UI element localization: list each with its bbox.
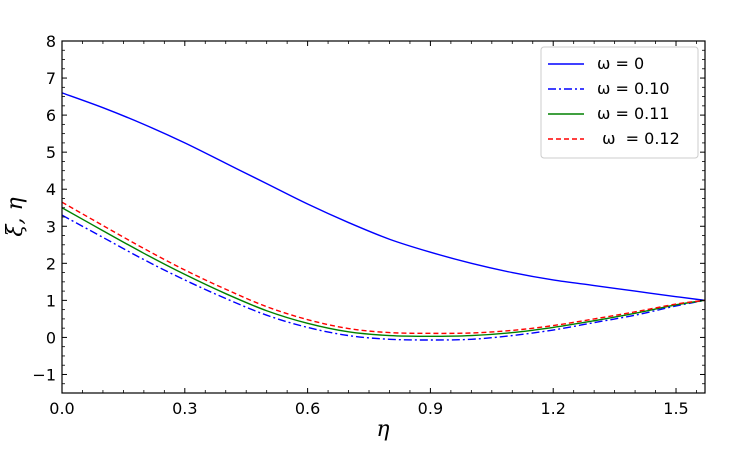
series-line-0 xyxy=(61,92,706,302)
legend-label-3: ω = 0.12 xyxy=(597,129,680,148)
x-tick-label: 0.0 xyxy=(49,399,74,418)
series-line-2 xyxy=(61,207,706,338)
x-tick-label: 0.6 xyxy=(295,399,320,418)
legend-label-1: ω = 0.10 xyxy=(597,79,670,98)
x-tick-label: 0.9 xyxy=(418,399,443,418)
y-tick-label: −1 xyxy=(32,365,56,384)
y-tick-label: 6 xyxy=(46,106,56,125)
legend-label-2: ω = 0.11 xyxy=(597,104,670,123)
series-line-3 xyxy=(61,201,706,335)
y-axis-label: ξ, η xyxy=(3,197,28,236)
legend: ω = 0 ω = 0.10 ω = 0.11 ω = 0.12 xyxy=(540,46,699,159)
x-tick-label: 1.5 xyxy=(663,399,688,418)
y-tick-label: 1 xyxy=(46,291,56,310)
plot-frame xyxy=(61,40,706,394)
y-tick-label: 0 xyxy=(46,328,56,347)
legend-box xyxy=(540,46,699,159)
y-tick-label: 3 xyxy=(46,217,56,236)
y-tick-label: 4 xyxy=(46,180,56,199)
x-tick-label: 0.3 xyxy=(172,399,197,418)
x-tick-label: 1.2 xyxy=(540,399,565,418)
series-line-1 xyxy=(61,214,706,341)
y-tick-label: 8 xyxy=(46,32,56,51)
x-axis-label: η xyxy=(376,417,389,442)
legend-label-0: ω = 0 xyxy=(597,54,644,73)
y-tick-label: 2 xyxy=(46,254,56,273)
y-tick-label: 7 xyxy=(46,69,56,88)
curves-layer xyxy=(61,92,706,341)
y-tick-label: 5 xyxy=(46,143,56,162)
